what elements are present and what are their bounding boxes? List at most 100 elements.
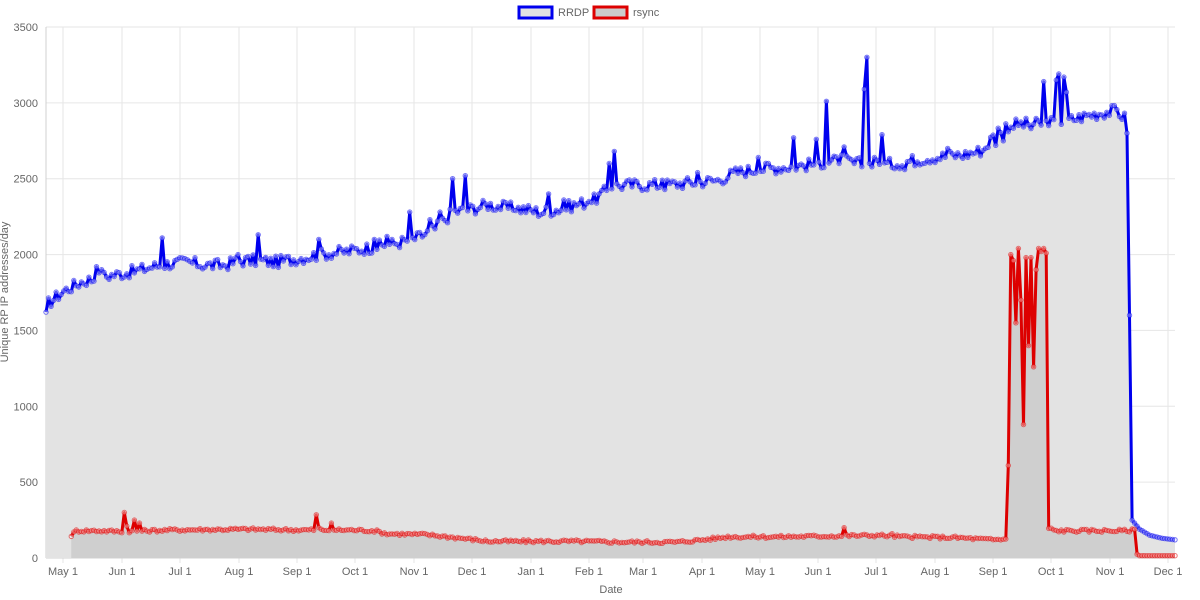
data-point-rrdp [755,154,761,161]
data-point-rsync [1020,421,1027,428]
data-point-rrdp [1061,74,1067,80]
data-point-rsync [1028,254,1034,261]
data-point-rrdp [1025,122,1032,128]
y-tick-label: 500 [20,477,38,489]
y-tick-label: 1000 [14,401,38,413]
y-tick-label: 3000 [14,98,38,110]
data-point-rrdp [545,191,552,197]
data-point-rrdp [91,278,97,284]
legend-swatch-rsync [592,5,629,20]
data-point-rrdp [770,165,777,171]
data-point-rrdp [1053,77,1060,83]
data-point-rrdp [422,231,428,238]
data-point-rrdp [1058,121,1065,128]
data-point-rrdp [1094,116,1100,123]
data-point-rrdp [1030,121,1037,127]
x-axis-ticks: May 1 Jun 1 Jul 1 Aug 1 Sep 1 Oct 1 Nov 1 Dec 1… [48,566,1182,578]
data-point-rrdp [876,161,883,168]
data-point-rrdp [836,160,842,167]
data-point-rrdp [677,180,683,186]
data-point-rrdp [232,255,239,261]
legend-item-rrdp[interactable]: RRDP [517,5,589,20]
data-point-rrdp [599,187,605,194]
data-point-rrdp [470,203,476,210]
data-point-rrdp [384,233,390,240]
data-point-rrdp [215,256,221,263]
data-point-rrdp [202,264,208,270]
data-point-rrdp [136,266,143,272]
data-point-rrdp [159,235,165,241]
data-point-rrdp [732,165,739,171]
data-point-rrdp [995,125,1001,131]
data-point-rrdp [596,191,602,197]
data-point-rrdp [477,204,484,211]
data-point-rrdp [851,160,857,167]
data-point-rsync [1043,250,1049,256]
data-point-rrdp [657,184,663,190]
data-point-rsync [841,525,847,531]
y-axis-ticks: 0 500 1000 1500 2000 2500 3000 3500 [14,22,38,565]
x-tick-label: Sep 1 [283,566,312,578]
data-point-rsync [313,512,319,518]
y-tick-label: 2000 [14,250,38,262]
data-point-rrdp [760,168,766,174]
data-point-rrdp [985,144,991,151]
data-point-rrdp [346,251,352,257]
data-point-rrdp [318,246,324,252]
data-point-rrdp [902,166,908,173]
legend[interactable]: RRDP rsync [517,5,660,20]
data-point-rrdp [465,208,471,214]
data-point-rrdp [189,260,196,266]
data-point-rrdp [1076,112,1082,118]
data-point-rrdp [993,142,999,149]
data-point-rsync [1003,536,1009,542]
data-point-rrdp [634,179,640,185]
data-point-rrdp [874,157,880,163]
data-point-rrdp [1043,117,1049,124]
data-point-rrdp [285,253,292,260]
data-point-rrdp [543,204,549,210]
data-point-rrdp [523,209,529,216]
data-point-rrdp [937,156,943,163]
data-point-rrdp [965,154,971,161]
data-point-rrdp [816,159,822,165]
data-point-rrdp [343,246,350,252]
data-point-rrdp [53,289,59,295]
data-point-rrdp [149,265,155,271]
data-point-rsync [1116,526,1123,532]
data-point-rrdp [126,275,133,281]
data-point-rrdp [576,201,582,207]
data-point-rrdp [722,179,729,185]
data-point-rrdp [520,204,527,210]
data-point-rrdp [308,256,314,262]
data-point-rrdp [566,198,572,204]
data-point-rrdp [386,241,393,248]
data-point-rrdp [1111,102,1118,109]
data-point-rrdp [773,171,779,177]
data-point-rrdp [157,264,163,270]
data-point-rrdp [652,177,658,183]
data-point-rrdp [849,157,855,163]
data-point-rrdp [1005,129,1011,135]
data-point-rrdp [977,153,984,159]
data-point-rrdp [449,176,456,182]
y-tick-label: 1500 [14,325,38,337]
data-point-rrdp [487,200,494,207]
data-point-rrdp [601,183,607,190]
data-point-rrdp [290,257,297,263]
data-point-rrdp [879,132,885,138]
data-point-rrdp [407,209,413,215]
data-point-rrdp [240,263,246,269]
legend-item-rsync[interactable]: rsync [592,5,660,20]
data-point-rrdp [151,260,158,266]
data-point-rrdp [354,246,360,252]
area-rrdp [46,57,1175,559]
data-point-rrdp [515,204,521,211]
data-point-rrdp [131,270,138,276]
data-point-rrdp [1013,116,1019,122]
y-axis-label: Unique RP IP addresses/day [0,221,11,362]
data-point-rrdp [245,253,251,260]
data-point-rrdp [273,253,279,259]
data-point-rrdp [806,156,812,162]
data-point-rrdp [725,175,731,181]
